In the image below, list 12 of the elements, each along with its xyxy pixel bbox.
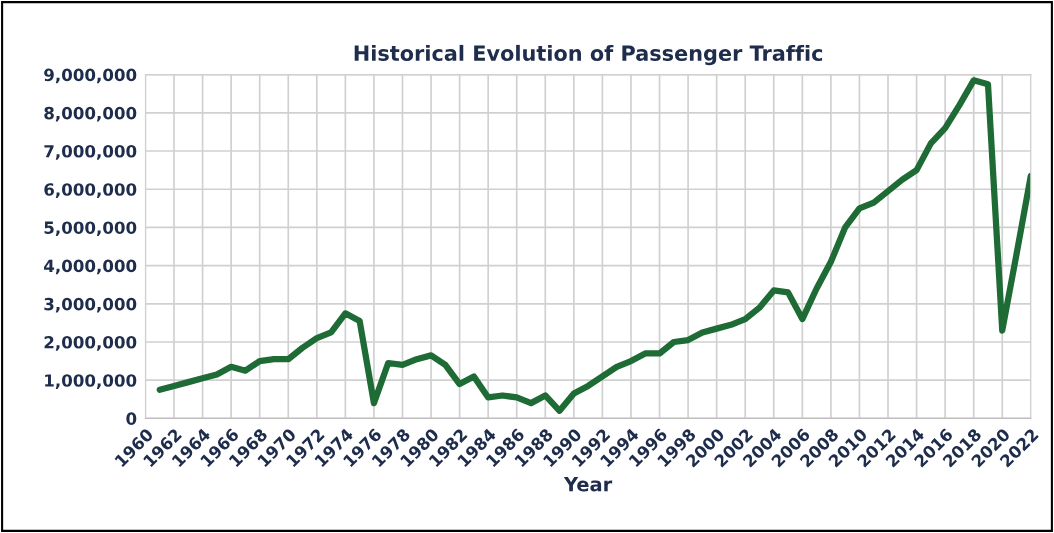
y-tick-label: 3,000,000 bbox=[44, 297, 137, 313]
x-axis-title: Year bbox=[563, 477, 613, 492]
y-tick-label: 7,000,000 bbox=[44, 144, 137, 160]
y-tick-label: 8,000,000 bbox=[44, 106, 137, 122]
y-tick-label: 2,000,000 bbox=[44, 335, 137, 351]
y-tick-label: 5,000,000 bbox=[44, 221, 137, 237]
chart-title: Historical Evolution of Passenger Traffic bbox=[354, 44, 823, 66]
y-tick-label: 4,000,000 bbox=[44, 259, 137, 275]
y-tick-label: 1,000,000 bbox=[45, 374, 137, 389]
y-tick-label: 6,000,000 bbox=[44, 183, 137, 198]
y-tick-label: 0 bbox=[126, 412, 137, 425]
y-tick-label: 9,000,000 bbox=[44, 68, 137, 84]
